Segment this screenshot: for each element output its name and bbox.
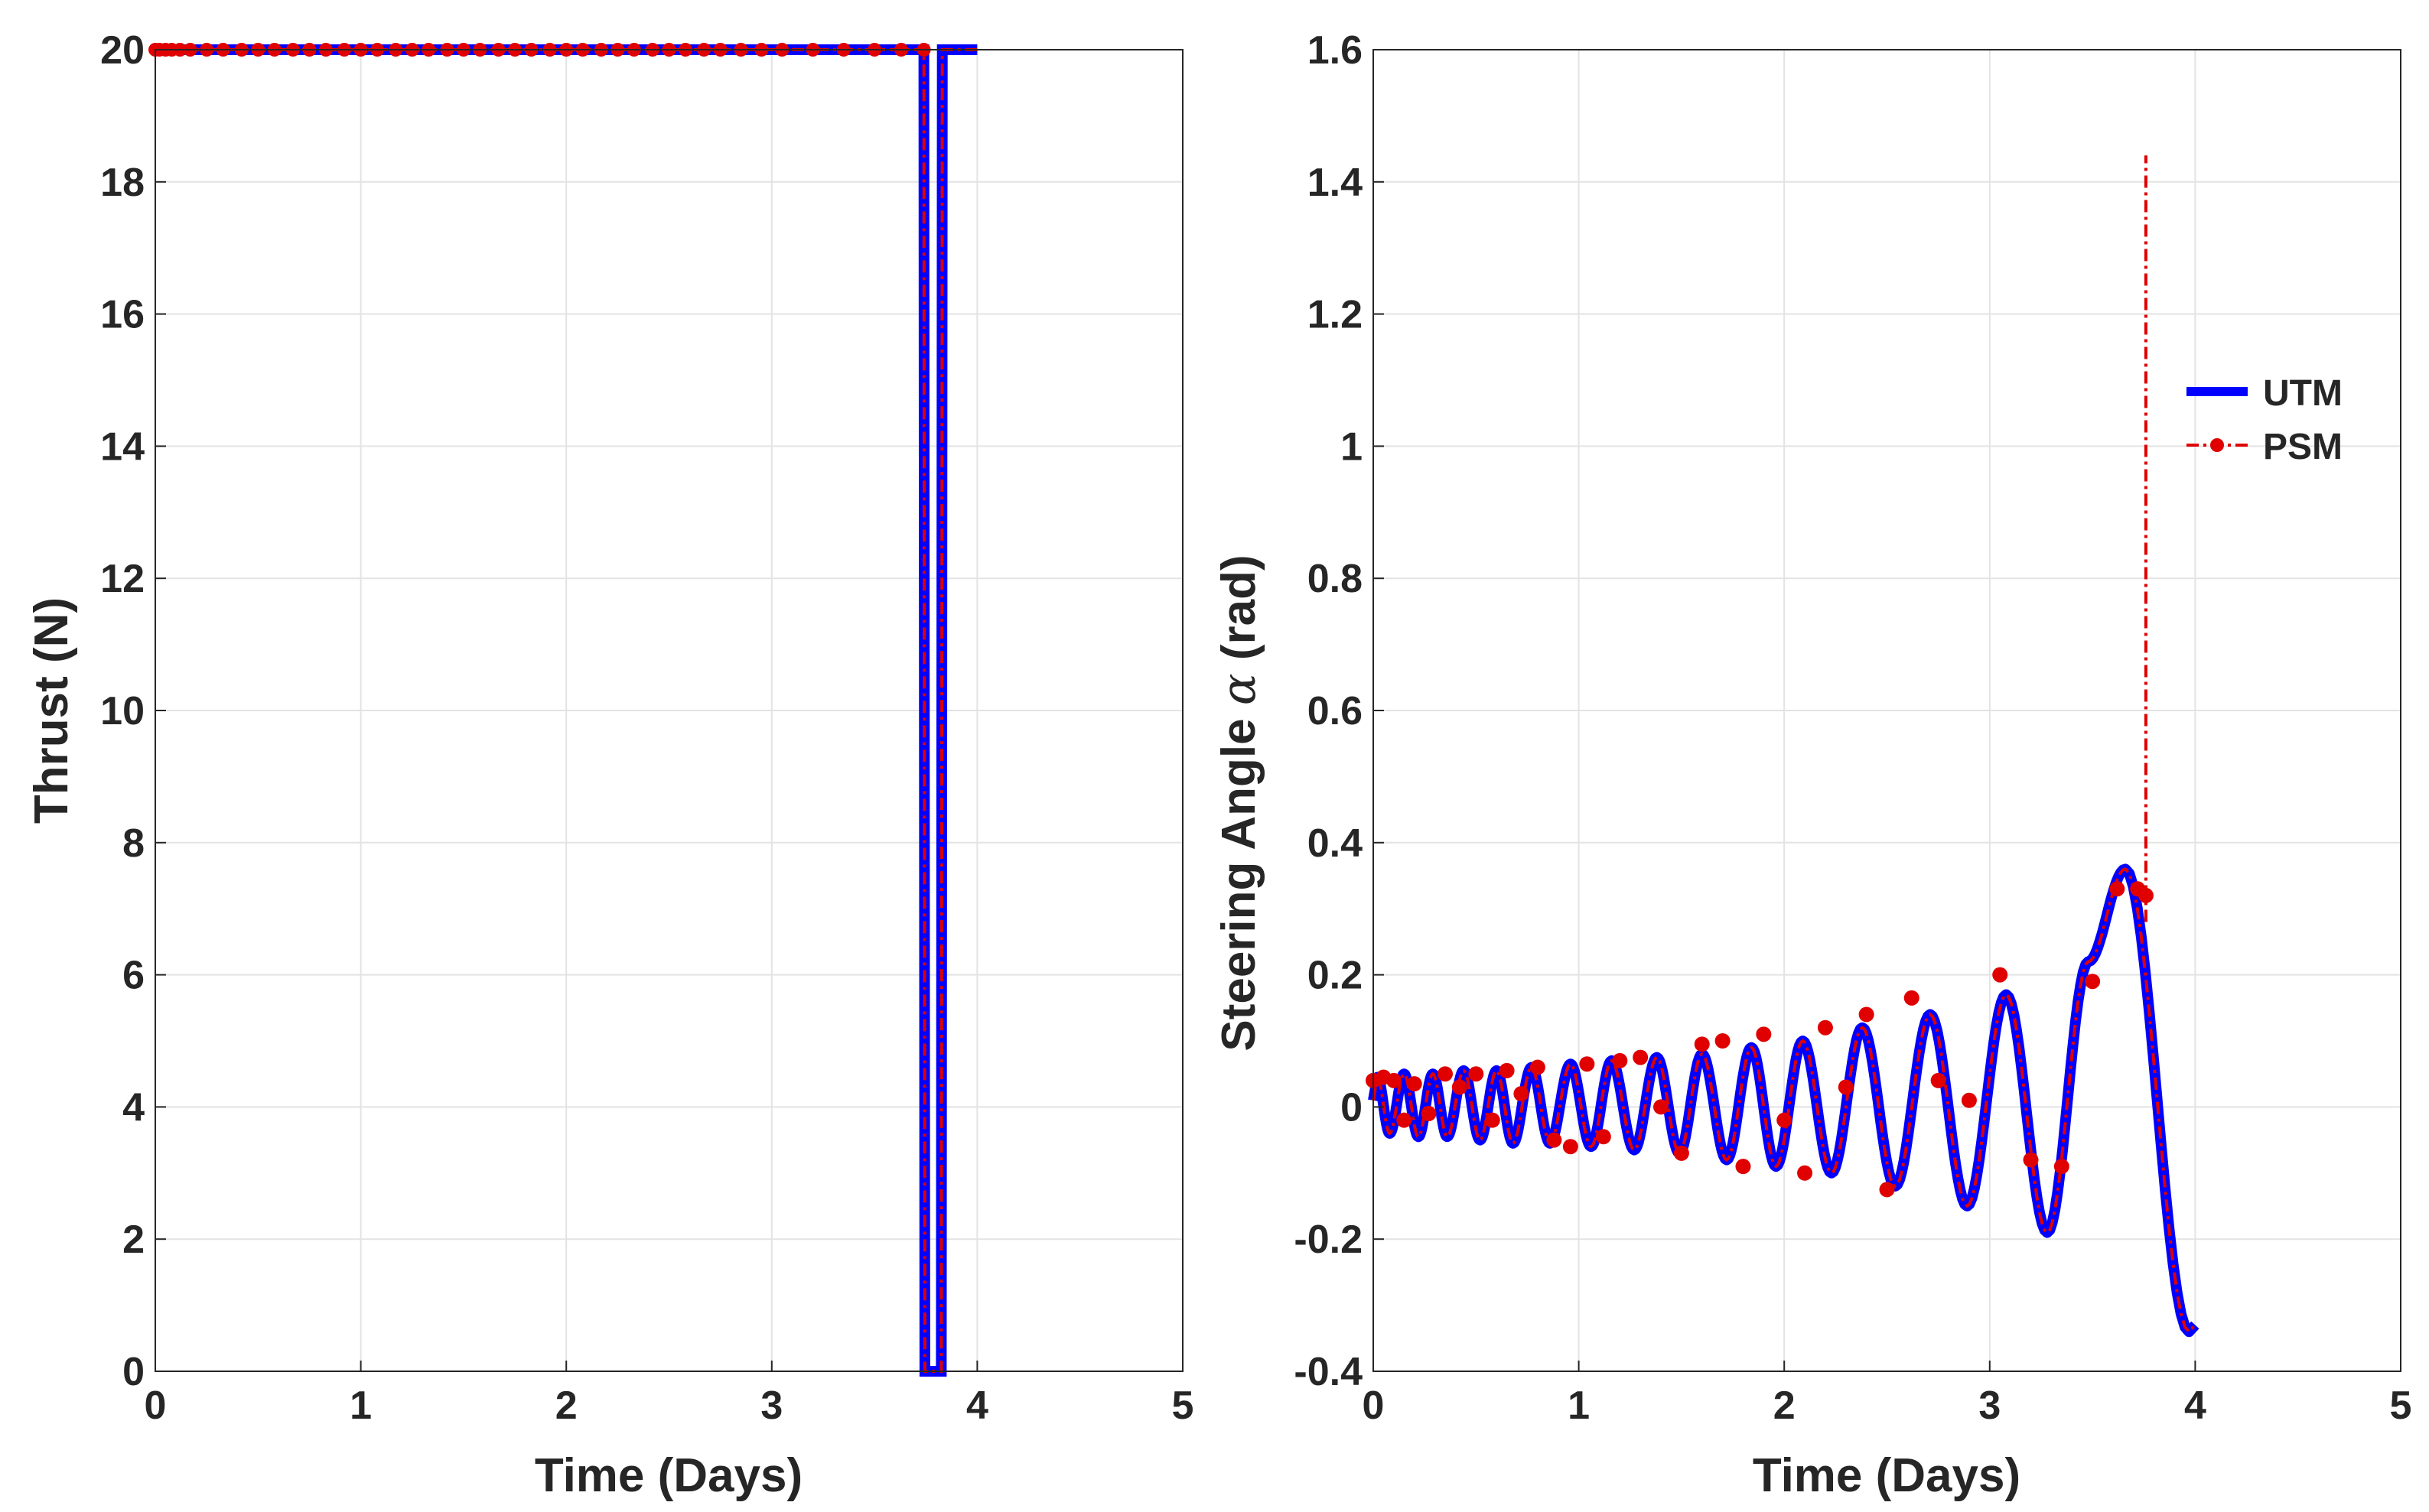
steering-psm-marker-13 xyxy=(1546,1132,1562,1148)
steering-psm-marker-20 xyxy=(1673,1145,1689,1161)
steering-series xyxy=(1366,155,2199,1338)
thrust-xtick-label-4: 4 xyxy=(966,1384,988,1428)
steering-ytick-label-0: -0.4 xyxy=(1294,1350,1363,1394)
steering-y-label-suffix: (rad) xyxy=(1213,554,1265,673)
thrust-xtick-label-5: 5 xyxy=(1172,1384,1194,1428)
steering-psm-marker-21 xyxy=(1694,1036,1710,1052)
thrust-ytick-label-5: 10 xyxy=(100,689,145,733)
thrust-ytick-label-2: 4 xyxy=(122,1085,145,1130)
thrust-xtick-label-2: 2 xyxy=(555,1384,578,1428)
steering-ytick-label-9: 1.4 xyxy=(1307,161,1363,205)
steering-psm-marker-26 xyxy=(1797,1165,1813,1181)
steering-ytick-label-1: -0.2 xyxy=(1294,1218,1363,1262)
steering-xtick-label-4: 4 xyxy=(2184,1384,2206,1428)
steering-psm-marker-32 xyxy=(1930,1072,1946,1088)
thrust-ytick-label-3: 6 xyxy=(122,954,145,998)
steering-psm-marker-33 xyxy=(1961,1092,1977,1108)
steering-psm-marker-11 xyxy=(1513,1086,1529,1102)
steering-ytick-label-5: 0.6 xyxy=(1307,689,1363,733)
steering-psm-marker-23 xyxy=(1735,1159,1751,1175)
thrust-xtick-label-0: 0 xyxy=(145,1384,167,1428)
steering-xtick-label-3: 3 xyxy=(1978,1384,2001,1428)
steering-angle-chart: 0 1 2 3 4 5 -0.4 -0.2 0 0.2 0.4 0.6 0.8 1 1.2 1.4 1.6 Ti… xyxy=(1210,28,2411,1502)
thrust-xtick-label-3: 3 xyxy=(760,1384,783,1428)
steering-psm-marker-8 xyxy=(1468,1066,1484,1082)
steering-psm-marker-6 xyxy=(1438,1066,1454,1082)
steering-psm-marker-3 xyxy=(1396,1112,1412,1128)
steering-ytick-label-2: 0 xyxy=(1340,1085,1363,1130)
steering-psm-marker-18 xyxy=(1633,1049,1649,1065)
steering-psm-marker-24 xyxy=(1756,1026,1772,1042)
thrust-ytick-label-4: 8 xyxy=(122,821,145,866)
steering-psm-marker-38 xyxy=(2109,881,2125,897)
thrust-ytick-label-7: 14 xyxy=(100,424,145,469)
steering-xtick-label-1: 1 xyxy=(1568,1384,1590,1428)
steering-psm-marker-37 xyxy=(2085,974,2101,990)
thrust-ytick-label-1: 2 xyxy=(122,1218,145,1262)
legend: UTM PSM xyxy=(2186,373,2343,467)
steering-ytick-label-4: 0.4 xyxy=(1307,821,1363,866)
thrust-ytick-label-10: 20 xyxy=(100,28,145,73)
steering-psm-marker-19 xyxy=(1653,1099,1669,1115)
steering-ytick-label-7: 1 xyxy=(1340,424,1363,469)
steering-psm-marker-29 xyxy=(1858,1006,1874,1023)
thrust-ytick-label-8: 16 xyxy=(100,293,145,337)
legend-psm-marker xyxy=(2210,438,2224,452)
legend-utm-label: UTM xyxy=(2263,373,2343,414)
steering-psm-marker-31 xyxy=(1903,990,1919,1006)
thrust-x-axis-label: Time (Days) xyxy=(535,1449,803,1502)
steering-y-axis-label: Steering Angle α (rad) xyxy=(1210,554,1266,1051)
steering-psm-marker-14 xyxy=(1562,1139,1578,1155)
steering-psm-marker-30 xyxy=(1879,1182,1895,1198)
steering-psm-marker-2 xyxy=(1385,1072,1402,1088)
steering-xtick-label-0: 0 xyxy=(1363,1384,1385,1428)
steering-ytick-label-8: 1.2 xyxy=(1307,293,1363,337)
steering-y-label-alpha: α xyxy=(1210,673,1266,705)
steering-ytick-label-10: 1.6 xyxy=(1307,28,1363,73)
steering-psm-marker-17 xyxy=(1612,1052,1628,1068)
steering-psm-marker-27 xyxy=(1817,1019,1833,1036)
steering-ticks: 0 1 2 3 4 5 -0.4 -0.2 0 0.2 0.4 0.6 0.8 1 1.2 1.4 1.6 xyxy=(1294,28,2411,1428)
steering-psm-marker-10 xyxy=(1499,1062,1515,1078)
steering-psm-marker-28 xyxy=(1838,1079,1854,1095)
thrust-ytick-label-9: 18 xyxy=(100,161,145,205)
steering-psm-marker-15 xyxy=(1579,1056,1595,1072)
steering-x-axis-label: Time (Days) xyxy=(1753,1449,2020,1502)
steering-psm-marker-5 xyxy=(1421,1106,1437,1122)
steering-xtick-label-2: 2 xyxy=(1773,1384,1796,1428)
steering-psm-marker-22 xyxy=(1714,1033,1731,1049)
steering-psm-marker-34 xyxy=(1992,967,2008,983)
steering-psm-marker-9 xyxy=(1484,1112,1500,1128)
steering-ytick-label-3: 0.2 xyxy=(1307,954,1363,998)
thrust-ytick-label-6: 12 xyxy=(100,557,145,601)
steering-psm-marker-25 xyxy=(1776,1112,1792,1128)
steering-psm-marker-7 xyxy=(1451,1079,1467,1095)
steering-y-label-prefix: Steering Angle xyxy=(1213,705,1265,1051)
thrust-xtick-label-1: 1 xyxy=(350,1384,372,1428)
steering-psm-line xyxy=(1372,867,2196,1335)
steering-psm-marker-16 xyxy=(1595,1129,1611,1145)
steering-psm-marker-4 xyxy=(1406,1076,1422,1092)
steering-xtick-label-5: 5 xyxy=(2390,1384,2412,1428)
thrust-ytick-label-0: 0 xyxy=(122,1350,145,1394)
steering-psm-marker-36 xyxy=(2053,1159,2069,1175)
legend-psm-label: PSM xyxy=(2263,427,2343,467)
steering-psm-marker-35 xyxy=(2023,1152,2039,1168)
steering-psm-marker-40 xyxy=(2138,887,2154,903)
steering-psm-marker-12 xyxy=(1529,1059,1545,1075)
steering-ytick-label-6: 0.8 xyxy=(1307,557,1363,601)
thrust-y-axis-label: Thrust (N) xyxy=(25,597,78,824)
